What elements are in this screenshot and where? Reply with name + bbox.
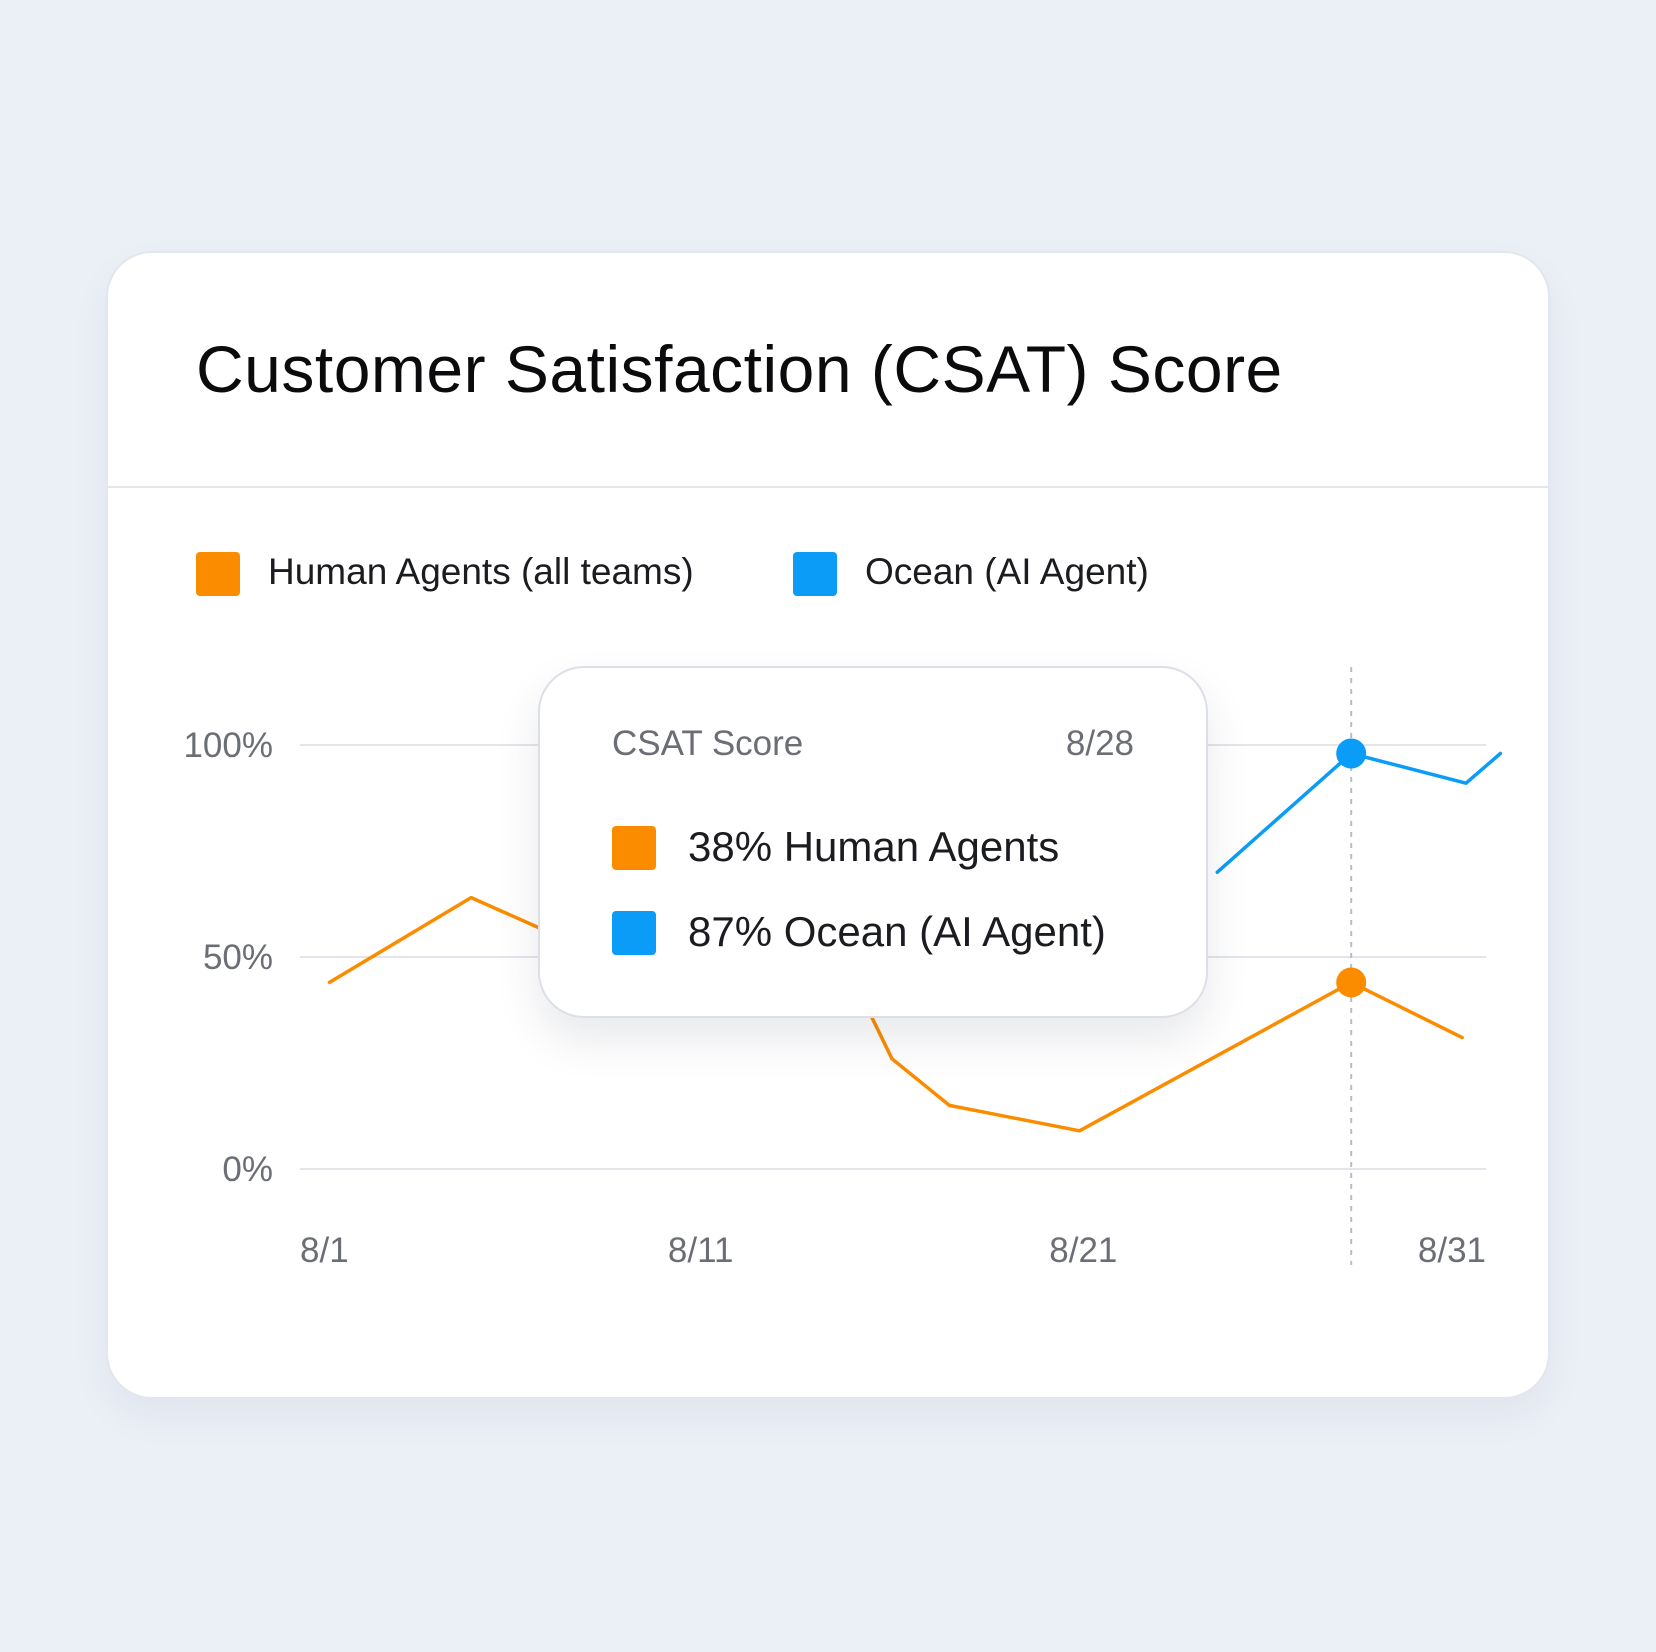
line-chart-plot[interactable]: 0% 50% 100% 8/1 8/11 8/21 8/31 [108, 253, 1548, 1397]
chart-card: Customer Satisfaction (CSAT) Score Human… [106, 251, 1550, 1399]
series-line-1 [1215, 751, 1503, 874]
tooltip-swatch-human [612, 826, 656, 870]
header-divider [108, 486, 1548, 488]
highlight-point-0 [1336, 967, 1367, 998]
legend-label-human: Human Agents (all teams) [268, 551, 694, 592]
x-tick-label: 8/11 [668, 1231, 734, 1270]
tooltip-swatch-ai [612, 911, 656, 955]
legend-swatch-ai [793, 552, 837, 596]
x-tick-label: 8/1 [300, 1231, 349, 1270]
tooltip-text-human: 38% Human Agents [688, 823, 1060, 870]
x-tick-label: 8/31 [1418, 1231, 1486, 1270]
x-tick-label: 8/21 [1049, 1231, 1117, 1270]
legend-swatch-human [196, 552, 240, 596]
tooltip-text-ai: 87% Ocean (AI Agent) [688, 908, 1106, 955]
series-line-0 [327, 895, 1464, 1133]
y-tick-label: 100% [183, 726, 273, 765]
y-tick-label: 0% [222, 1150, 273, 1189]
y-tick-label: 50% [203, 938, 273, 977]
highlight-point-1 [1336, 738, 1367, 769]
legend-label-ai: Ocean (AI Agent) [865, 551, 1149, 592]
chart-title: Customer Satisfaction (CSAT) Score [196, 332, 1283, 406]
tooltip-date: 8/28 [1065, 724, 1134, 763]
tooltip-title: CSAT Score [612, 724, 804, 763]
chart-tooltip: CSAT Score 8/28 38% Human Agents 87% Oce… [538, 666, 1208, 1018]
